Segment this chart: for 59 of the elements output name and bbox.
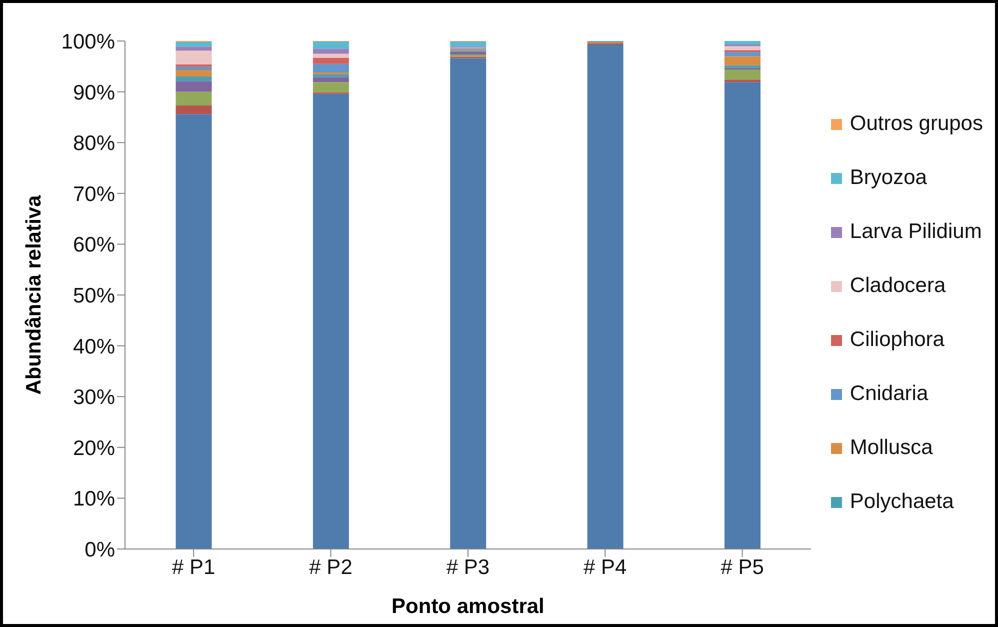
y-tick-label: 30% (72, 386, 115, 410)
bar (312, 74, 349, 78)
bar (724, 65, 760, 68)
x-tick-label: # P1 (172, 556, 216, 579)
legend-label: Larva Pilidium (848, 220, 983, 244)
bar (312, 72, 349, 75)
y-tick-label: 50% (72, 284, 115, 308)
x-tick-label: # P2 (309, 556, 352, 579)
y-tick-label: 40% (72, 335, 115, 358)
y-tick-label: 0% (84, 538, 115, 562)
bar (176, 50, 212, 64)
legend-label: Bryozoa (848, 166, 928, 190)
bar (312, 58, 349, 64)
bar (312, 77, 349, 82)
bar (450, 52, 486, 55)
bar (724, 80, 760, 82)
bar (176, 66, 212, 70)
legend-label: Cladocera (848, 274, 947, 298)
bar (724, 69, 760, 80)
bar (176, 46, 212, 51)
bar (312, 64, 349, 72)
y-tick-label: 60% (72, 234, 115, 257)
y-tick-label: 80% (72, 132, 115, 156)
y-axis-title: Abundância relativa (22, 194, 46, 395)
legend-label: Outros grupos (848, 112, 983, 136)
bar (724, 82, 760, 549)
bar (450, 58, 486, 549)
bar (724, 41, 760, 45)
y-tick-label: 90% (72, 81, 115, 104)
y-tick-label: 10% (72, 488, 115, 511)
y-tick-label: 100% (61, 30, 115, 54)
bar (587, 44, 624, 549)
legend-label: Mollusca (848, 436, 934, 460)
bar (312, 42, 349, 49)
bar (724, 52, 760, 56)
bar (176, 114, 212, 549)
bar (312, 82, 349, 92)
legend-label: Ciliophora (848, 328, 946, 352)
bar (176, 81, 212, 92)
bar (450, 42, 486, 47)
bar (176, 76, 212, 82)
legend-label: Polychaeta (848, 490, 955, 514)
x-tick-label: # P4 (584, 556, 628, 579)
bar (176, 42, 212, 47)
bar (176, 70, 212, 77)
bar (312, 54, 349, 58)
y-tick-label: 20% (72, 436, 115, 460)
bar (312, 48, 349, 54)
bar (312, 94, 349, 549)
x-axis-title: Ponto amostral (392, 595, 544, 618)
x-tick-label: # P3 (446, 556, 490, 579)
bar (176, 106, 212, 114)
bar (176, 92, 212, 106)
bar (724, 46, 760, 50)
bar (724, 56, 760, 66)
y-tick-label: 70% (72, 182, 115, 206)
legend-label: Cnidaria (848, 382, 930, 406)
x-tick-label: # P5 (720, 556, 764, 579)
bar (176, 64, 212, 67)
